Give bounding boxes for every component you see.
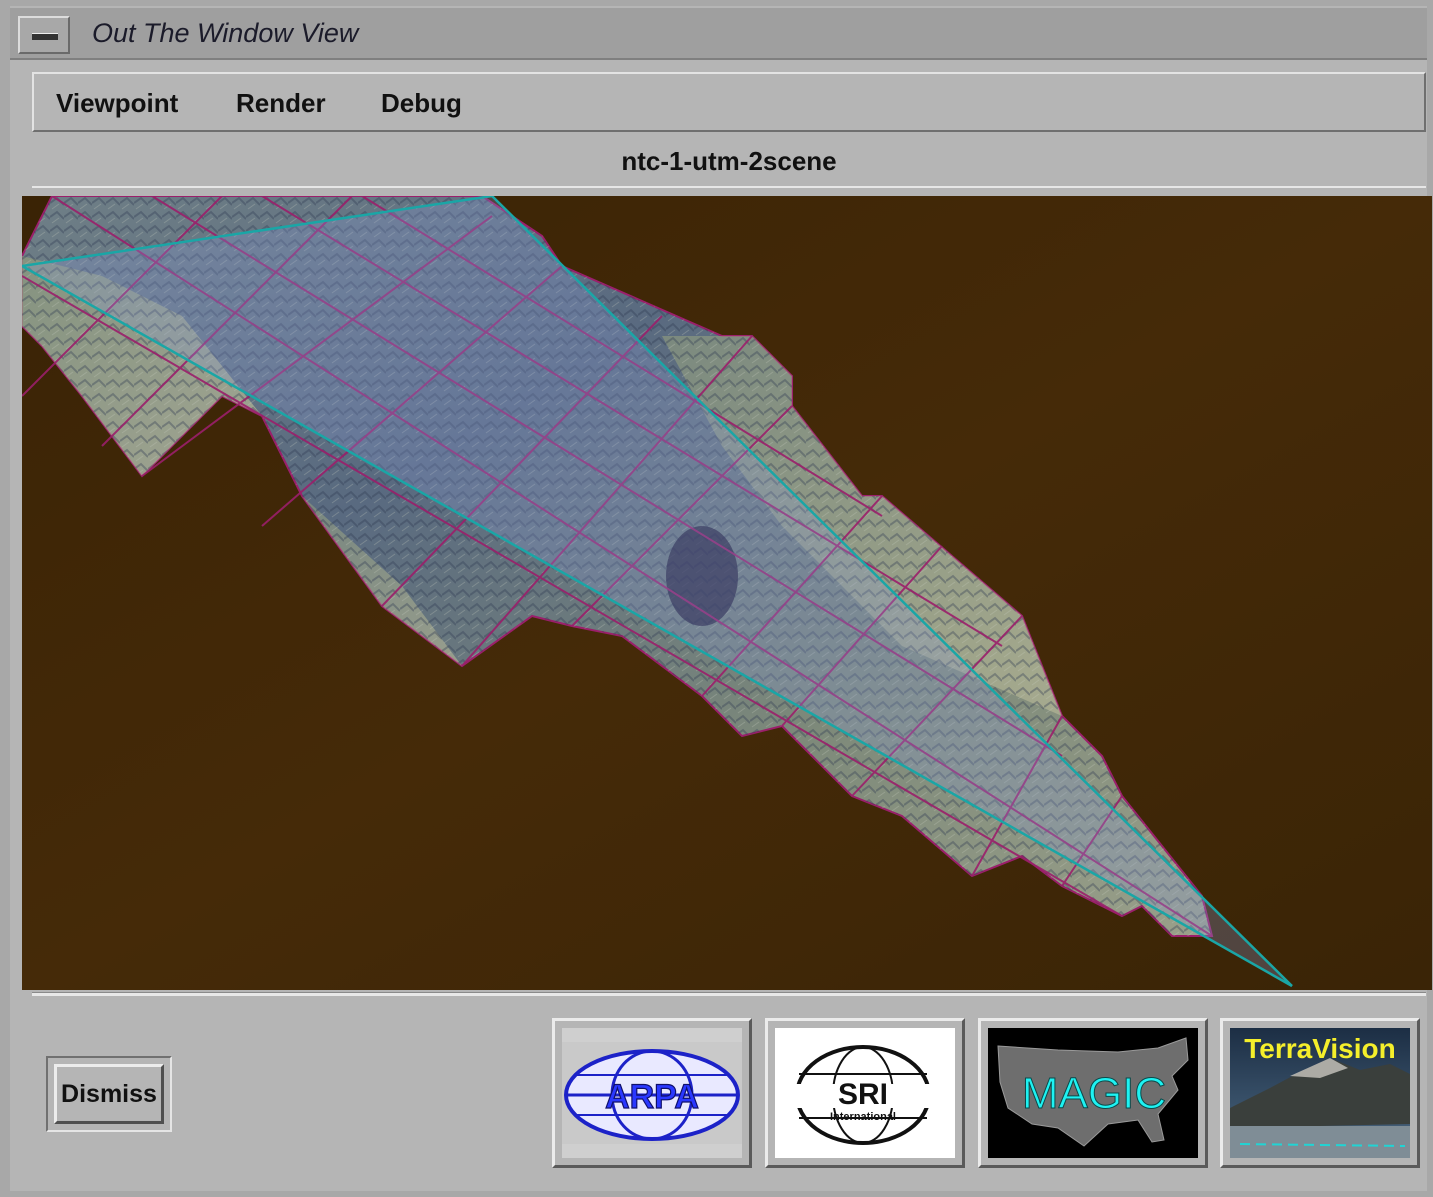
menu-bar: Viewpoint Render Debug xyxy=(32,72,1426,132)
sri-globe-icon: SRI International xyxy=(775,1042,955,1145)
svg-text:MAGIC: MAGIC xyxy=(1022,1069,1166,1118)
menu-render[interactable]: Render xyxy=(236,88,326,118)
scene-name-label: ntc-1-utm-2scene xyxy=(621,146,837,176)
terravision-logo-button[interactable]: TerraVision xyxy=(1220,1018,1420,1168)
terrain-render xyxy=(22,196,1432,990)
title-bar[interactable]: Out The Window View xyxy=(10,8,1427,60)
menu-debug[interactable]: Debug xyxy=(381,88,462,118)
svg-text:TerraVision: TerraVision xyxy=(1244,1033,1395,1064)
menu-viewpoint[interactable]: Viewpoint xyxy=(56,88,179,118)
dismiss-button-frame: Dismiss xyxy=(46,1056,172,1132)
sri-logo-button[interactable]: SRI International xyxy=(765,1018,965,1168)
terravision-mountain-icon: TerraVision xyxy=(1230,1028,1410,1158)
window-title: Out The Window View xyxy=(92,18,359,48)
bottom-separator xyxy=(32,992,1426,996)
svg-text:ARPA: ARPA xyxy=(605,1078,699,1116)
svg-text:International: International xyxy=(830,1111,896,1123)
magic-logo-button[interactable]: MAGIC xyxy=(978,1018,1208,1168)
frustum-lines xyxy=(22,196,1293,988)
window-menu-button[interactable] xyxy=(18,16,70,54)
svg-text:SRI: SRI xyxy=(838,1078,888,1111)
arpa-logo-button[interactable]: ARPA xyxy=(552,1018,752,1168)
arpa-globe-icon: ARPA xyxy=(562,1042,742,1144)
usa-map-icon: MAGIC xyxy=(988,1028,1198,1158)
window-menu-icon xyxy=(32,33,58,40)
view-frustum xyxy=(22,196,1292,986)
terrain-viewport[interactable] xyxy=(22,196,1432,990)
tile-grid xyxy=(22,196,1213,937)
terrain-texture xyxy=(22,196,1212,936)
dismiss-button[interactable]: Dismiss xyxy=(54,1064,164,1124)
scene-header: ntc-1-utm-2scene xyxy=(32,140,1426,188)
